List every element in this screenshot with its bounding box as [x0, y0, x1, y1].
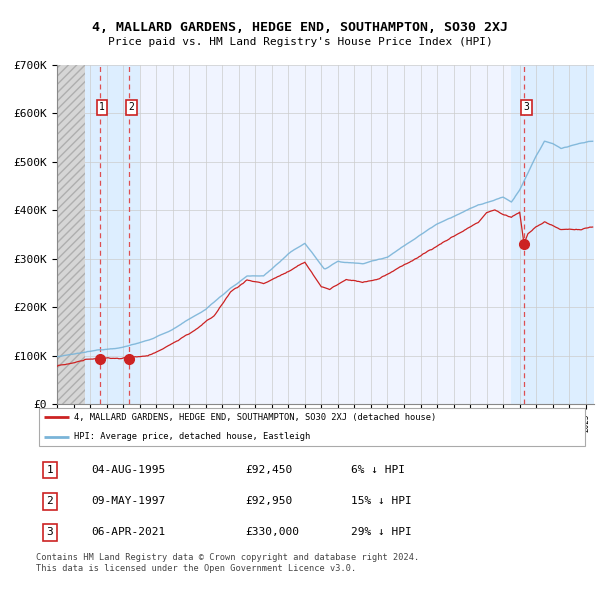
Text: 09-MAY-1997: 09-MAY-1997 — [91, 496, 166, 506]
Text: 3: 3 — [523, 102, 529, 112]
Text: HPI: Average price, detached house, Eastleigh: HPI: Average price, detached house, East… — [74, 432, 310, 441]
Bar — [57, 65, 85, 404]
Text: 2: 2 — [46, 496, 53, 506]
Text: 1: 1 — [99, 102, 105, 112]
Text: 3: 3 — [46, 527, 53, 537]
Text: 29% ↓ HPI: 29% ↓ HPI — [350, 527, 412, 537]
Text: 06-APR-2021: 06-APR-2021 — [91, 527, 166, 537]
Text: 4, MALLARD GARDENS, HEDGE END, SOUTHAMPTON, SO30 2XJ: 4, MALLARD GARDENS, HEDGE END, SOUTHAMPT… — [92, 21, 508, 34]
Text: £92,450: £92,450 — [246, 465, 293, 475]
Text: 15% ↓ HPI: 15% ↓ HPI — [350, 496, 412, 506]
Text: £330,000: £330,000 — [246, 527, 300, 537]
Text: 1: 1 — [46, 465, 53, 475]
Bar — [110, 65, 140, 404]
FancyBboxPatch shape — [39, 408, 585, 446]
Text: 6% ↓ HPI: 6% ↓ HPI — [350, 465, 404, 475]
Text: 2: 2 — [128, 102, 134, 112]
Text: £92,950: £92,950 — [246, 496, 293, 506]
Text: 04-AUG-1995: 04-AUG-1995 — [91, 465, 166, 475]
Text: Contains HM Land Registry data © Crown copyright and database right 2024.
This d: Contains HM Land Registry data © Crown c… — [36, 553, 419, 573]
Text: Price paid vs. HM Land Registry's House Price Index (HPI): Price paid vs. HM Land Registry's House … — [107, 37, 493, 47]
Text: 4, MALLARD GARDENS, HEDGE END, SOUTHAMPTON, SO30 2XJ (detached house): 4, MALLARD GARDENS, HEDGE END, SOUTHAMPT… — [74, 413, 436, 422]
Bar — [85, 65, 110, 404]
Bar — [57, 65, 85, 404]
Bar — [511, 65, 594, 404]
